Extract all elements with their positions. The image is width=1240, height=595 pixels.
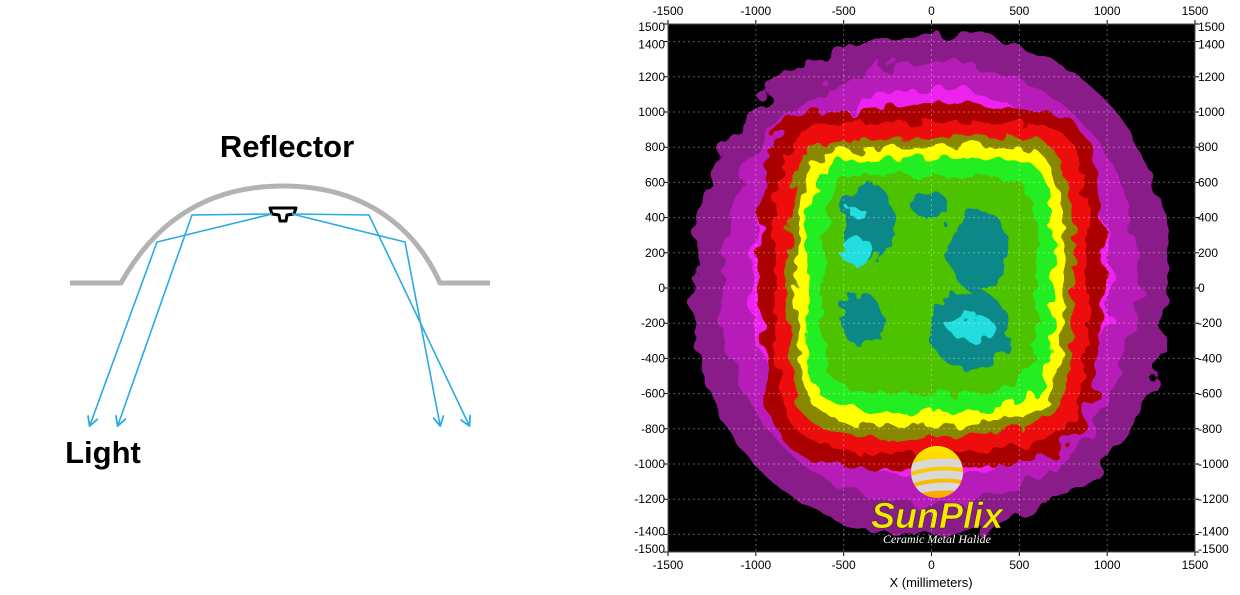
light-ray	[118, 213, 273, 425]
y-tick-label-left: -400	[641, 351, 665, 365]
y-tick-label-right: 1000	[1198, 105, 1225, 119]
hotspots	[840, 182, 1010, 370]
y-tick-label-left: 400	[645, 211, 665, 225]
hotspot-cyan	[840, 240, 876, 264]
contour-bands	[691, 33, 1171, 535]
hotspot-teal	[948, 208, 1008, 292]
y-tick-label-right: -1200	[1198, 492, 1229, 506]
y-tick-label-right: -400	[1198, 351, 1222, 365]
y-tick-label-left: 800	[645, 140, 665, 154]
y-tick-label-right: 800	[1198, 140, 1218, 154]
y-tick-label-left: -800	[641, 422, 665, 436]
y-tick-label-right: -1500	[1198, 542, 1229, 556]
y-tick-label-left: 1000	[638, 105, 665, 119]
y-tick-label-left: -600	[641, 387, 665, 401]
y-tick-label-right: -600	[1198, 387, 1222, 401]
y-tick-label-left: 200	[645, 246, 665, 260]
x-tick-label-top: 0	[928, 4, 935, 18]
x-tick-label-top: 500	[1009, 4, 1029, 18]
logo-name: SunPlix	[871, 495, 1005, 536]
y-tick-label-right: -1400	[1198, 524, 1229, 538]
y-tick-label-right: 200	[1198, 246, 1218, 260]
x-tick-label-top: -1000	[740, 4, 771, 18]
x-tick-label-top: 1500	[1182, 4, 1209, 18]
x-tick-label-bottom: -500	[832, 558, 856, 572]
x-tick-label-bottom: 0	[928, 558, 935, 572]
axis-ticks: -1500 -1500 -1000 -1000 -500 -500 0 0 500 500 1000…	[634, 4, 1229, 572]
light-ray	[291, 213, 469, 425]
illuminance-plot: -1500 -1500 -1000 -1000 -500 -500 0 0 500 500 1000…	[634, 4, 1229, 590]
y-tick-label-left: 600	[645, 175, 665, 189]
light-ray	[291, 213, 440, 425]
y-tick-label-right: 600	[1198, 175, 1218, 189]
hotspot-cyan	[950, 314, 994, 342]
y-tick-label-right: 1200	[1198, 70, 1225, 84]
y-tick-label-left: 1500	[638, 20, 665, 34]
x-tick-label-bottom: 1000	[1094, 558, 1121, 572]
y-tick-label-left: -1000	[634, 457, 665, 471]
x-tick-label-bottom: -1000	[740, 558, 771, 572]
hotspot-cyan	[850, 207, 866, 219]
y-tick-label-left: 1200	[638, 70, 665, 84]
x-axis-title: X (millimeters)	[889, 575, 972, 590]
x-tick-label-bottom: 500	[1009, 558, 1029, 572]
y-tick-label-right: 1400	[1198, 38, 1225, 52]
logo-tagline: Ceramic Metal Halide	[883, 532, 992, 546]
y-tick-label-left: -1200	[634, 492, 665, 506]
y-tick-label-right: -800	[1198, 422, 1222, 436]
y-tick-label-right: 0	[1198, 281, 1205, 295]
y-tick-label-right: -1000	[1198, 457, 1229, 471]
light-ray	[90, 213, 273, 425]
hotspot-teal	[912, 191, 948, 219]
x-tick-label-bottom: -1500	[653, 558, 684, 572]
reflector-diagram: Reflector Light	[65, 129, 490, 470]
hotspot-teal	[840, 294, 884, 346]
reflector-shape	[70, 183, 490, 286]
light-rays	[90, 213, 469, 425]
plot-frame	[667, 23, 1196, 553]
y-tick-label-right: 1500	[1198, 20, 1225, 34]
y-tick-label-left: 0	[658, 281, 665, 295]
lamp-icon	[268, 206, 298, 223]
x-tick-label-top: 1000	[1094, 4, 1121, 18]
x-tick-label-top: -1500	[653, 4, 684, 18]
reflector-label: Reflector	[220, 129, 354, 164]
light-label: Light	[65, 435, 141, 470]
y-tick-label-right: 400	[1198, 211, 1218, 225]
y-tick-label-left: -1400	[634, 524, 665, 538]
y-tick-label-right: -200	[1198, 316, 1222, 330]
x-tick-label-top: -500	[832, 4, 856, 18]
sunplix-logo: SunPlix Ceramic Metal Halide	[871, 446, 1005, 546]
y-tick-label-left: -200	[641, 316, 665, 330]
x-tick-label-bottom: 1500	[1182, 558, 1209, 572]
y-tick-label-left: 1400	[638, 38, 665, 52]
y-tick-label-left: -1500	[634, 542, 665, 556]
